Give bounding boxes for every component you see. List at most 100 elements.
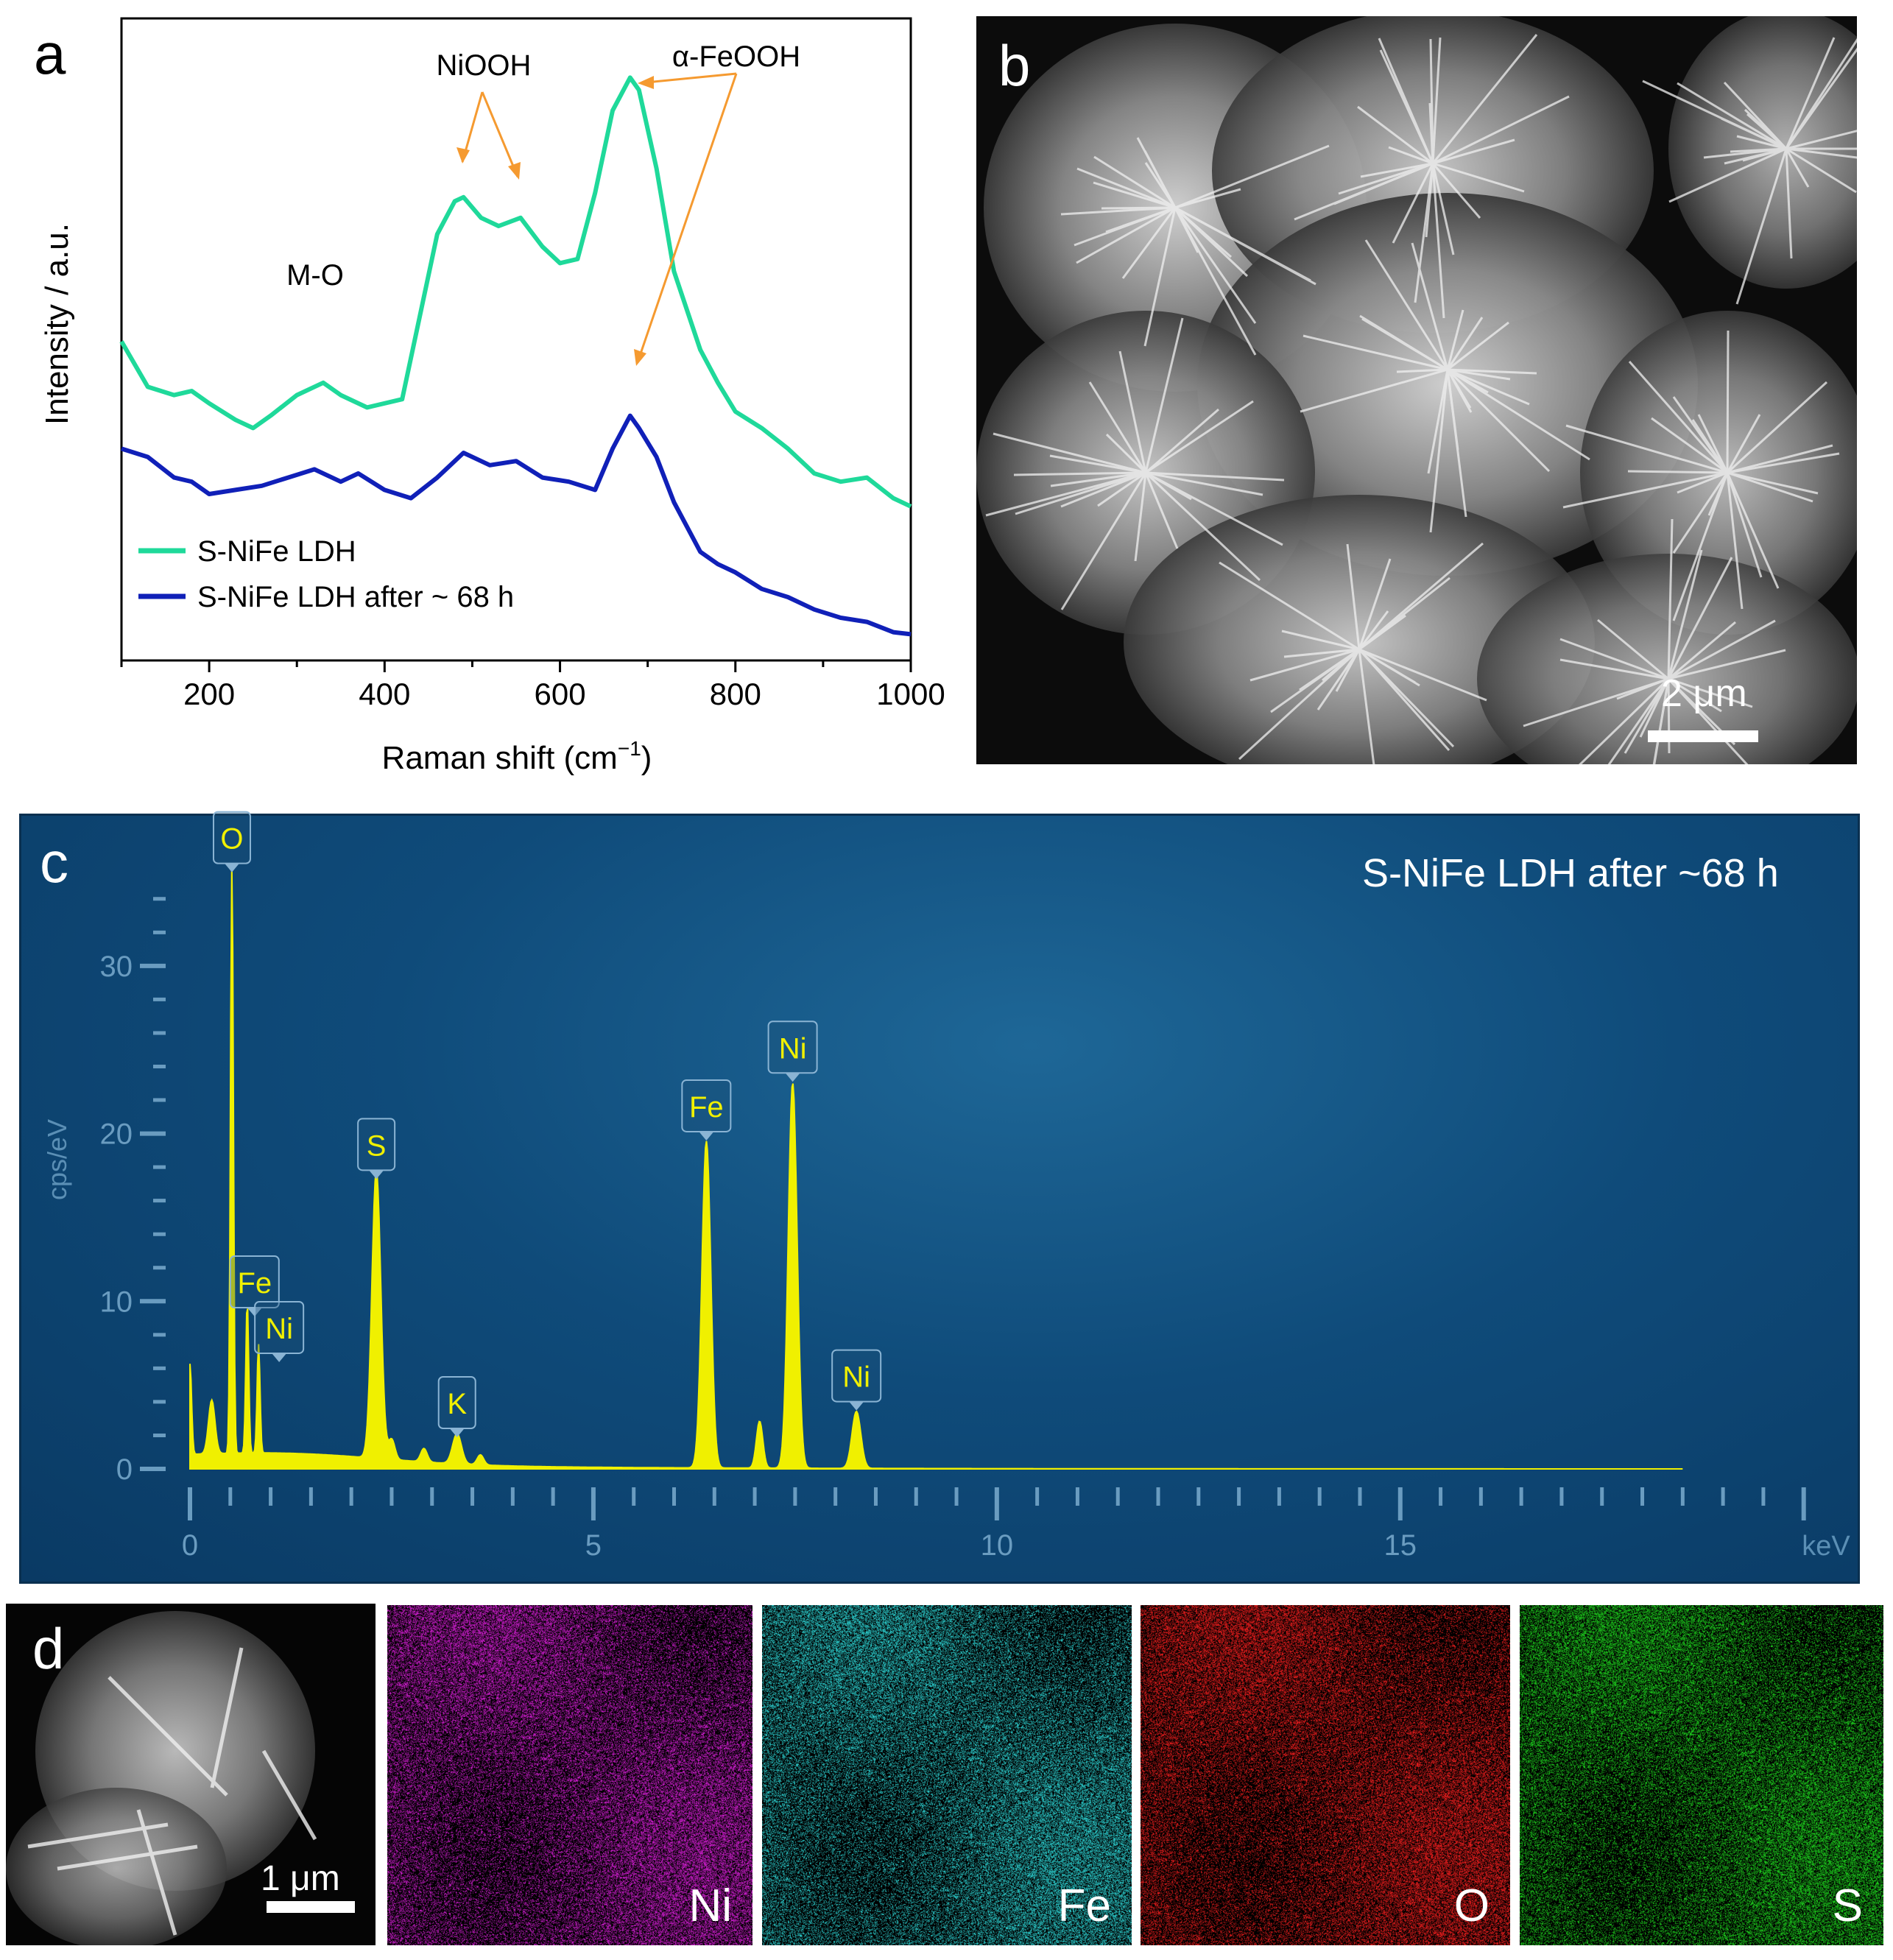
sem-flake [1432, 162, 1525, 193]
sem-flake [1283, 648, 1360, 658]
raman-ylabel: Intensity / a.u. [39, 223, 75, 425]
sem-flake [1667, 518, 1674, 680]
sem-flake [1093, 181, 1176, 209]
sem-flake [1145, 471, 1192, 501]
sem-flake [1726, 330, 1730, 473]
sem-flake [1668, 619, 1776, 680]
eds-peak-label-text: Ni [779, 1032, 807, 1065]
eds-peak-label-ni: Ni [831, 1349, 882, 1411]
sem-flake [1579, 677, 1670, 764]
eds-y-tick-label: 20 [100, 1118, 133, 1151]
sem-flake [1396, 368, 1448, 373]
sem-flake [1316, 649, 1361, 711]
sem-flake [1431, 163, 1455, 255]
eds-y-tick-label: 10 [100, 1286, 133, 1318]
eds-y-tick-label: 30 [100, 951, 133, 983]
sem-flake [1088, 381, 1147, 473]
eds-peak-label-text: S [367, 1129, 387, 1162]
eds-peak-label-s: S [357, 1118, 396, 1180]
sem-flake [1667, 549, 1703, 680]
sem-flake [1559, 638, 1669, 680]
eds-peak-label-ni: Ni [254, 1300, 305, 1362]
eds-peak-label-text: K [447, 1388, 467, 1420]
sem-flake [1145, 471, 1263, 496]
sem-flake [1642, 80, 1787, 150]
sem-flake [1446, 369, 1459, 451]
eds-map-ni-label: Ni [688, 1880, 732, 1931]
panel-c-label: c [40, 830, 68, 895]
legend-label-series2: S-NiFe LDH after ~ 68 h [197, 581, 514, 613]
raman-plot-frame [120, 17, 912, 662]
sem-flake [1447, 368, 1590, 461]
eds-map-o-canvas [1141, 1605, 1510, 1945]
sem-flake [1742, 147, 1787, 162]
raman-series-line-1 [119, 75, 912, 509]
eds-peak-label-fe: Fe [229, 1255, 280, 1317]
raman-x-tick-label: 400 [359, 677, 410, 711]
eds-peak-label-text: Fe [237, 1267, 272, 1300]
sem-flake [1559, 658, 1669, 680]
sem-flake [1294, 162, 1434, 221]
sem-flake [1378, 38, 1434, 164]
eds-map-o: O [1141, 1605, 1510, 1945]
sem-flake [1238, 648, 1361, 761]
sem-flake [1447, 368, 1530, 406]
sem-flake [1785, 148, 1793, 259]
sem-flake [1144, 317, 1184, 473]
eds-map-s: S [1520, 1605, 1883, 1945]
sem-flake [1607, 678, 1670, 764]
sem-flake [1060, 472, 1147, 610]
sem-flake [1358, 542, 1484, 651]
sem-flake [1562, 471, 1728, 509]
sem-flake [1414, 163, 1434, 303]
sem-flake [1668, 147, 1787, 203]
sem-flake [1668, 677, 1753, 708]
eds-xunit: keV [1802, 1531, 1850, 1562]
sem-flake [1697, 414, 1729, 473]
scale-bar-b [1648, 730, 1758, 742]
sem-flake [1627, 470, 1728, 474]
sem-flake [1624, 678, 1670, 754]
sem-flake [1431, 37, 1442, 164]
sem-flake [1299, 648, 1360, 691]
sem-flake [1667, 557, 1733, 680]
annotation-arrows [461, 72, 738, 363]
eds-chart: 0 10 20 30 0 5 10 15 O Fe Ni S K Fe Ni Ni cps/eV keV [42, 811, 1850, 1562]
sem-flake [1785, 38, 1857, 149]
annotation-niooh: NiOOH [437, 49, 532, 82]
sem-flake [1786, 130, 1857, 150]
sem-flake [1727, 471, 1819, 495]
sem-flake [1726, 472, 1744, 610]
sem-flake [1121, 207, 1177, 279]
sem-flake [1677, 82, 1787, 150]
sem-flake [1143, 207, 1177, 347]
eds-peak-label-text: O [220, 823, 243, 856]
sem-flake [1388, 146, 1434, 165]
sem-flake [1360, 162, 1434, 178]
scale-bar-d [267, 1901, 355, 1913]
sem-flake [1730, 147, 1787, 153]
sem-flake [1691, 419, 1729, 473]
eds-x-tick-label: 5 [585, 1529, 602, 1562]
sem-flake [1726, 381, 1828, 474]
eds-map-fe-canvas [762, 1605, 1132, 1945]
eds-map-fe-label: Fe [1057, 1880, 1111, 1931]
sem-flake [1174, 206, 1249, 278]
scale-text-d: 1 μm [261, 1859, 340, 1898]
sem-image-single-flower: 1 μm [6, 1604, 376, 1945]
sem-flake [1672, 472, 1729, 554]
eds-peak-label-fe: Fe [681, 1079, 732, 1141]
sem-flake [1281, 630, 1360, 651]
sem-flake [1346, 543, 1361, 650]
sem-flake [1105, 433, 1147, 474]
eds-map-ni: Ni [387, 1605, 752, 1945]
scale-text-b: 2 μm [1661, 672, 1747, 715]
annotation-arrowheads [456, 76, 654, 366]
sem-flake [1358, 648, 1420, 687]
sem-flake [1446, 317, 1484, 370]
eds-title: S-NiFe LDH after ~68 h [1362, 851, 1779, 895]
sem-flake [1565, 424, 1728, 474]
sem-flake [1049, 454, 1146, 474]
sem-flake [1429, 369, 1449, 533]
eds-map-ni-canvas [387, 1605, 752, 1945]
